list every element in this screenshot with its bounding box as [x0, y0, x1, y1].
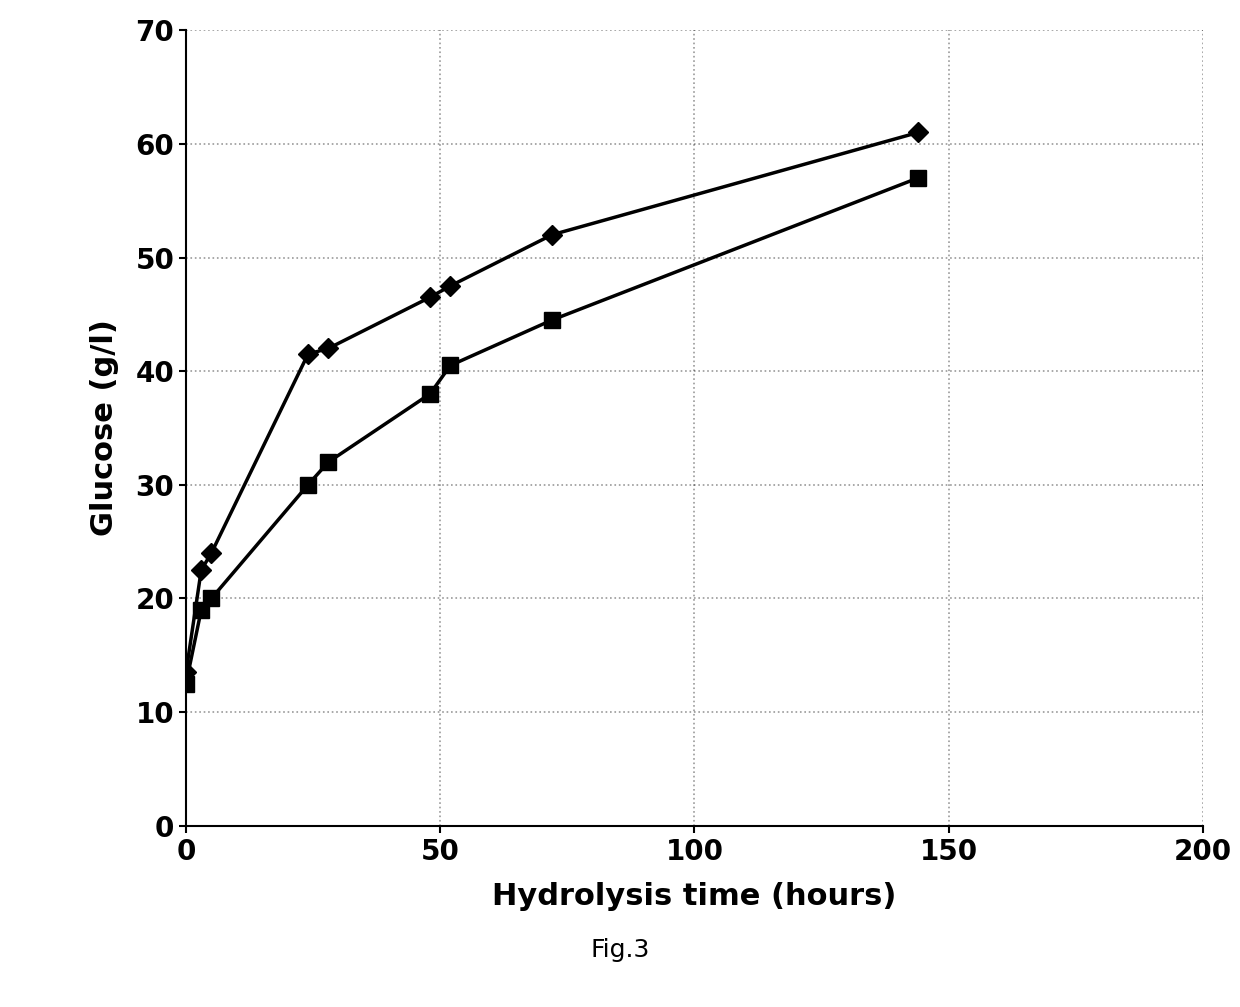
- X-axis label: Hydrolysis time (hours): Hydrolysis time (hours): [492, 882, 897, 911]
- Y-axis label: Glucose (g/l): Glucose (g/l): [89, 319, 119, 537]
- Text: Fig.3: Fig.3: [590, 938, 650, 962]
